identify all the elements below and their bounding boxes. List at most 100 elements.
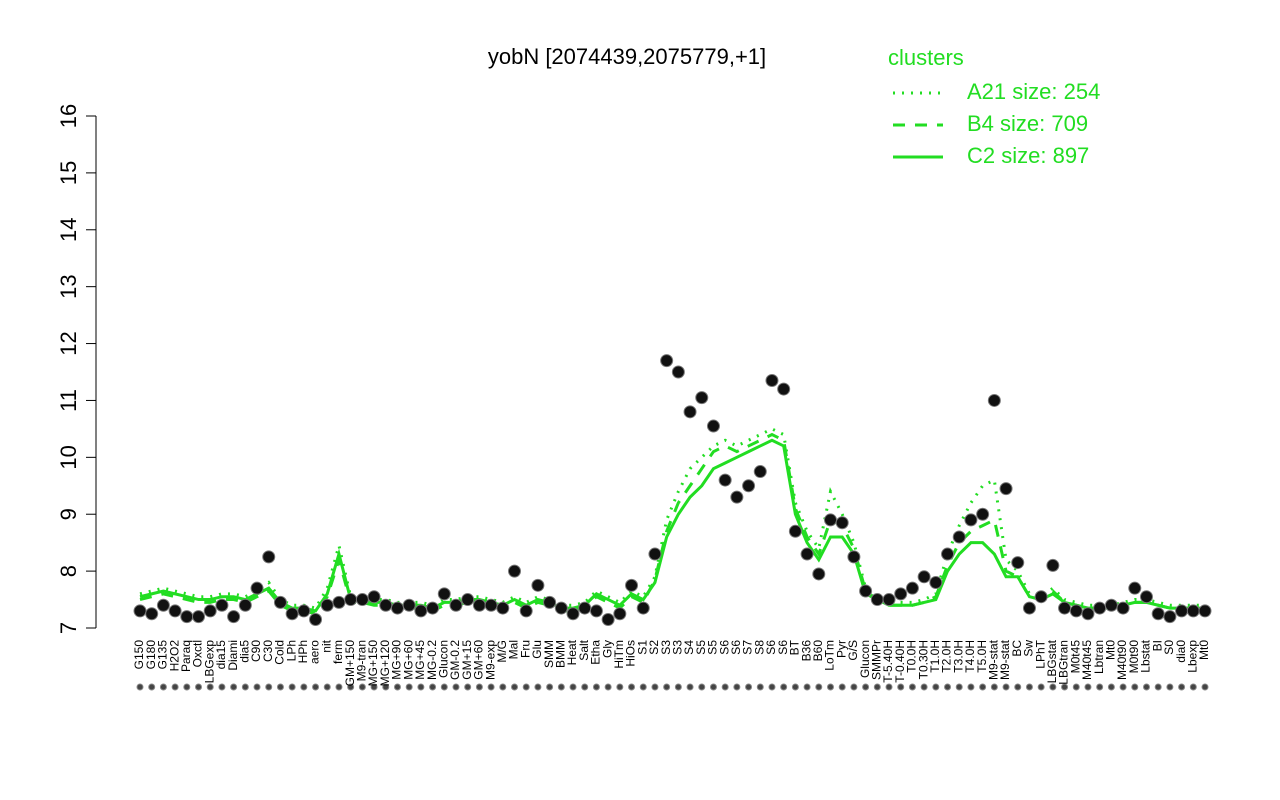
- x-tick-label: S1: [635, 640, 649, 655]
- x-tick-label: S5: [694, 640, 708, 655]
- data-point: [437, 587, 451, 601]
- rug-point: [686, 683, 694, 691]
- rug-point: [241, 683, 249, 691]
- x-tick-label: Mt0: [1104, 640, 1118, 660]
- x-tick-label: M/G: [495, 640, 509, 663]
- x-tick-label: S5: [706, 640, 720, 655]
- rug-point: [1189, 683, 1197, 691]
- rug-point: [709, 683, 717, 691]
- y-tick-label: 15: [56, 161, 81, 185]
- rug-point: [206, 683, 214, 691]
- x-tick-label: Cold: [273, 640, 287, 665]
- data-point: [823, 513, 837, 527]
- data-point: [238, 598, 252, 612]
- rug-point: [955, 683, 963, 691]
- data-point: [894, 587, 908, 601]
- data-point: [262, 550, 276, 564]
- x-tick-label: Heat: [565, 639, 579, 665]
- rug-point: [651, 683, 659, 691]
- rug-point: [569, 683, 577, 691]
- x-tick-label: GM+15: [460, 640, 474, 680]
- x-tick-label: G150: [132, 640, 146, 670]
- data-point: [917, 570, 931, 584]
- rug-point: [885, 683, 893, 691]
- x-tick-label: Mal: [507, 640, 521, 659]
- x-tick-label: Mt0: [1197, 640, 1211, 660]
- x-tick-label: Salt: [577, 639, 591, 660]
- y-tick-label: 13: [56, 274, 81, 298]
- data-point: [168, 604, 182, 618]
- data-point: [484, 598, 498, 612]
- data-point: [765, 374, 779, 388]
- rug-point: [230, 683, 238, 691]
- x-tick-label: BC: [1010, 640, 1024, 657]
- data-point: [508, 564, 522, 578]
- x-tick-label: M0t90: [1127, 640, 1141, 674]
- x-tick-label: S8: [752, 640, 766, 655]
- data-point: [332, 595, 346, 609]
- rug-point: [768, 683, 776, 691]
- rug-point: [171, 683, 179, 691]
- x-tick-label: LPhT: [1033, 639, 1047, 668]
- rug-point: [1166, 683, 1174, 691]
- y-tick-label: 8: [56, 565, 81, 577]
- data-point: [812, 567, 826, 581]
- y-tick-label: 16: [56, 104, 81, 128]
- data-point: [964, 513, 978, 527]
- legend-label: C2 size: 897: [967, 143, 1089, 168]
- data-point: [706, 419, 720, 433]
- x-tick-label: Glucon: [436, 640, 450, 678]
- rug-point: [780, 683, 788, 691]
- x-tick-label: MG+120: [378, 640, 392, 687]
- x-tick-label: Lbtran: [1092, 640, 1106, 674]
- x-tick-label: Glucon: [858, 640, 872, 678]
- rug-point: [1037, 683, 1045, 691]
- x-tick-label: S6: [776, 640, 790, 655]
- x-tick-label: Paraq: [179, 640, 193, 672]
- rug-point: [663, 683, 671, 691]
- data-point: [648, 547, 662, 561]
- data-point: [578, 601, 592, 615]
- x-tick-label: BT: [788, 639, 802, 655]
- data-point: [999, 482, 1013, 496]
- x-tick-label: S6: [717, 640, 731, 655]
- x-tick-label: S3: [659, 640, 673, 655]
- data-point: [870, 593, 884, 607]
- data-point: [847, 550, 861, 564]
- rug-point: [464, 683, 472, 691]
- rug-point: [944, 683, 952, 691]
- y-tick-label: 11: [56, 389, 81, 412]
- y-tick-label: 10: [56, 445, 81, 469]
- x-tick-label: S2: [647, 640, 661, 655]
- rug-point: [908, 683, 916, 691]
- data-point: [297, 604, 311, 618]
- x-tick-label: dia15: [214, 640, 228, 670]
- data-point: [882, 593, 896, 607]
- data-point: [285, 607, 299, 621]
- data-point: [1139, 590, 1153, 604]
- data-point: [1034, 590, 1048, 604]
- rug-point: [393, 683, 401, 691]
- x-tick-label: Glu: [530, 640, 544, 659]
- data-point: [414, 604, 428, 618]
- rug-point: [721, 683, 729, 691]
- rug-point: [1025, 683, 1033, 691]
- x-tick-label: HiOs: [624, 640, 638, 667]
- data-point: [1198, 604, 1212, 618]
- data-point: [1104, 598, 1118, 612]
- rug-point: [347, 683, 355, 691]
- x-tick-label: MG+45: [413, 640, 427, 680]
- x-tick-label: Sw: [1022, 640, 1036, 657]
- x-tick-label: G135: [156, 640, 170, 670]
- data-point: [543, 595, 557, 609]
- x-tick-label: H2O2: [167, 640, 181, 672]
- x-tick-label: M9-stat: [987, 639, 1001, 680]
- data-point: [695, 391, 709, 405]
- rug-point: [253, 683, 261, 691]
- data-point: [203, 604, 217, 618]
- rug-point: [335, 683, 343, 691]
- cluster-line: [139, 427, 1205, 610]
- data-point: [941, 547, 955, 561]
- data-point: [426, 601, 440, 615]
- rug-point: [674, 683, 682, 691]
